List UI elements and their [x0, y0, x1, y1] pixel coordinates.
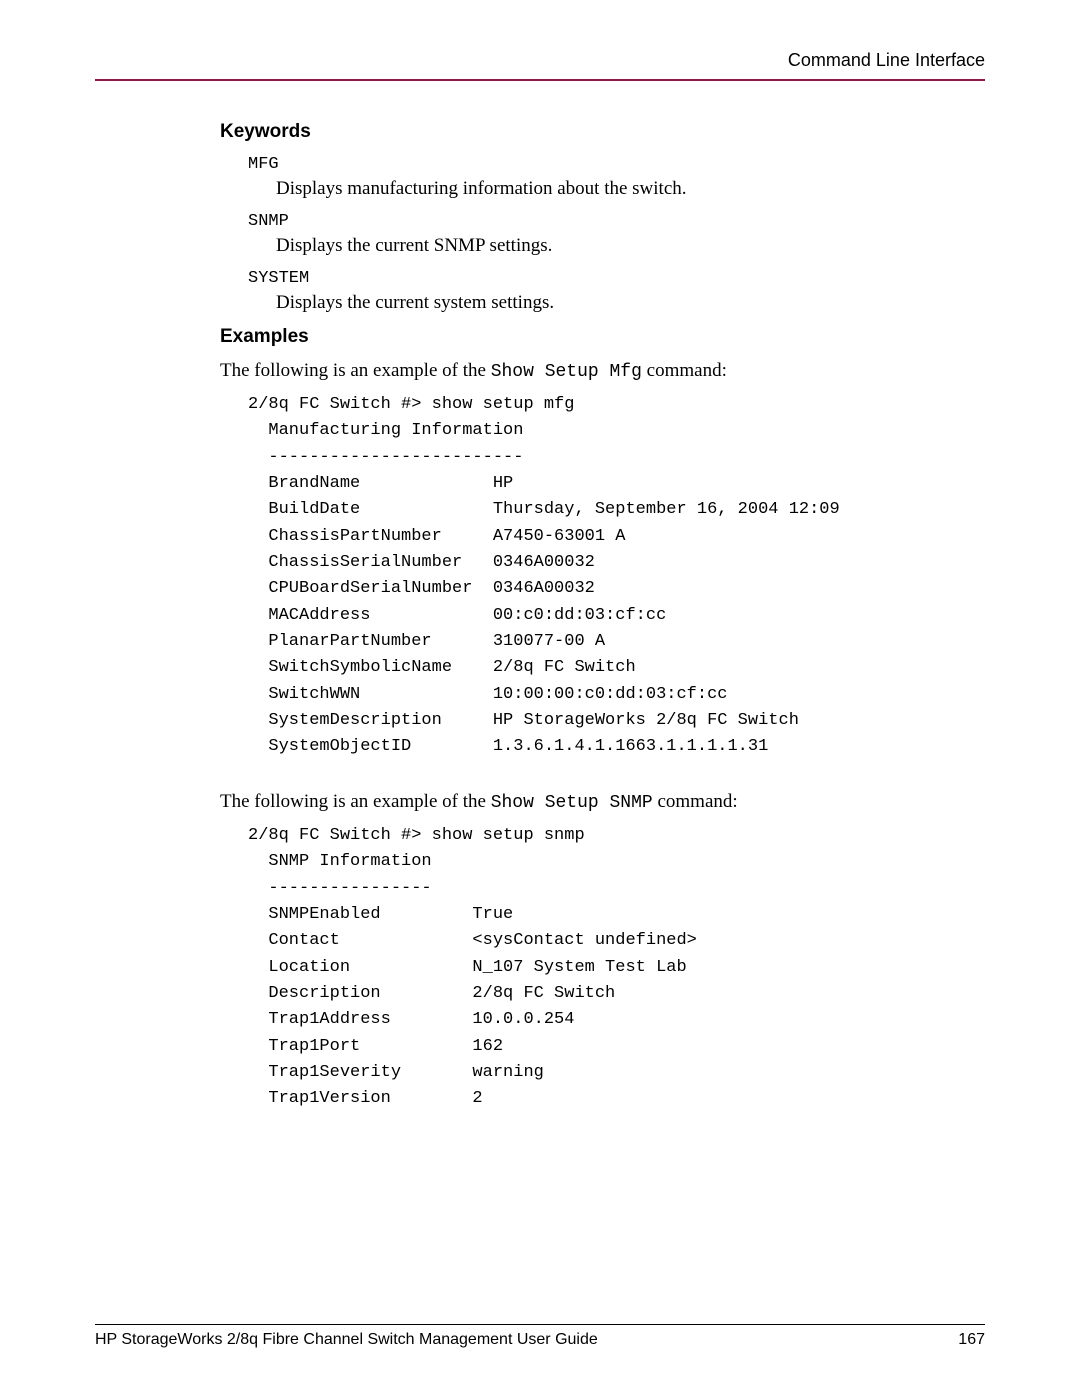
- intro-cmd: Show Setup Mfg: [491, 362, 642, 382]
- intro-text-post: command:: [653, 791, 738, 812]
- example-intro-2: The following is an example of the Show …: [220, 791, 985, 813]
- examples-heading: Examples: [220, 326, 985, 348]
- page-footer: HP StorageWorks 2/8q Fibre Channel Switc…: [95, 1324, 985, 1349]
- code-block-mfg: 2/8q FC Switch #> show setup mfg Manufac…: [248, 392, 985, 761]
- footer-row: HP StorageWorks 2/8q Fibre Channel Switc…: [95, 1331, 985, 1349]
- bottom-divider: [95, 1324, 985, 1325]
- intro-cmd: Show Setup SNMP: [491, 793, 653, 813]
- code-block-snmp: 2/8q FC Switch #> show setup snmp SNMP I…: [248, 823, 985, 1113]
- keyword-desc: Displays manufacturing information about…: [276, 178, 985, 200]
- intro-text-post: command:: [642, 360, 727, 381]
- page-content: Keywords MFG Displays manufacturing info…: [95, 121, 985, 1113]
- top-divider: [95, 79, 985, 81]
- keyword-name: SNMP: [248, 212, 985, 231]
- intro-text-pre: The following is an example of the: [220, 360, 491, 381]
- footer-left: HP StorageWorks 2/8q Fibre Channel Switc…: [95, 1331, 598, 1349]
- keyword-name: MFG: [248, 155, 985, 174]
- keyword-item: MFG Displays manufacturing information a…: [248, 155, 985, 200]
- keyword-item: SNMP Displays the current SNMP settings.: [248, 212, 985, 257]
- example-intro-1: The following is an example of the Show …: [220, 360, 985, 382]
- keywords-heading: Keywords: [220, 121, 985, 143]
- page-header-title: Command Line Interface: [95, 50, 985, 71]
- keyword-desc: Displays the current SNMP settings.: [276, 235, 985, 257]
- keyword-desc: Displays the current system settings.: [276, 292, 985, 314]
- keyword-name: SYSTEM: [248, 269, 985, 288]
- keyword-item: SYSTEM Displays the current system setti…: [248, 269, 985, 314]
- intro-text-pre: The following is an example of the: [220, 791, 491, 812]
- footer-page-number: 167: [958, 1331, 985, 1349]
